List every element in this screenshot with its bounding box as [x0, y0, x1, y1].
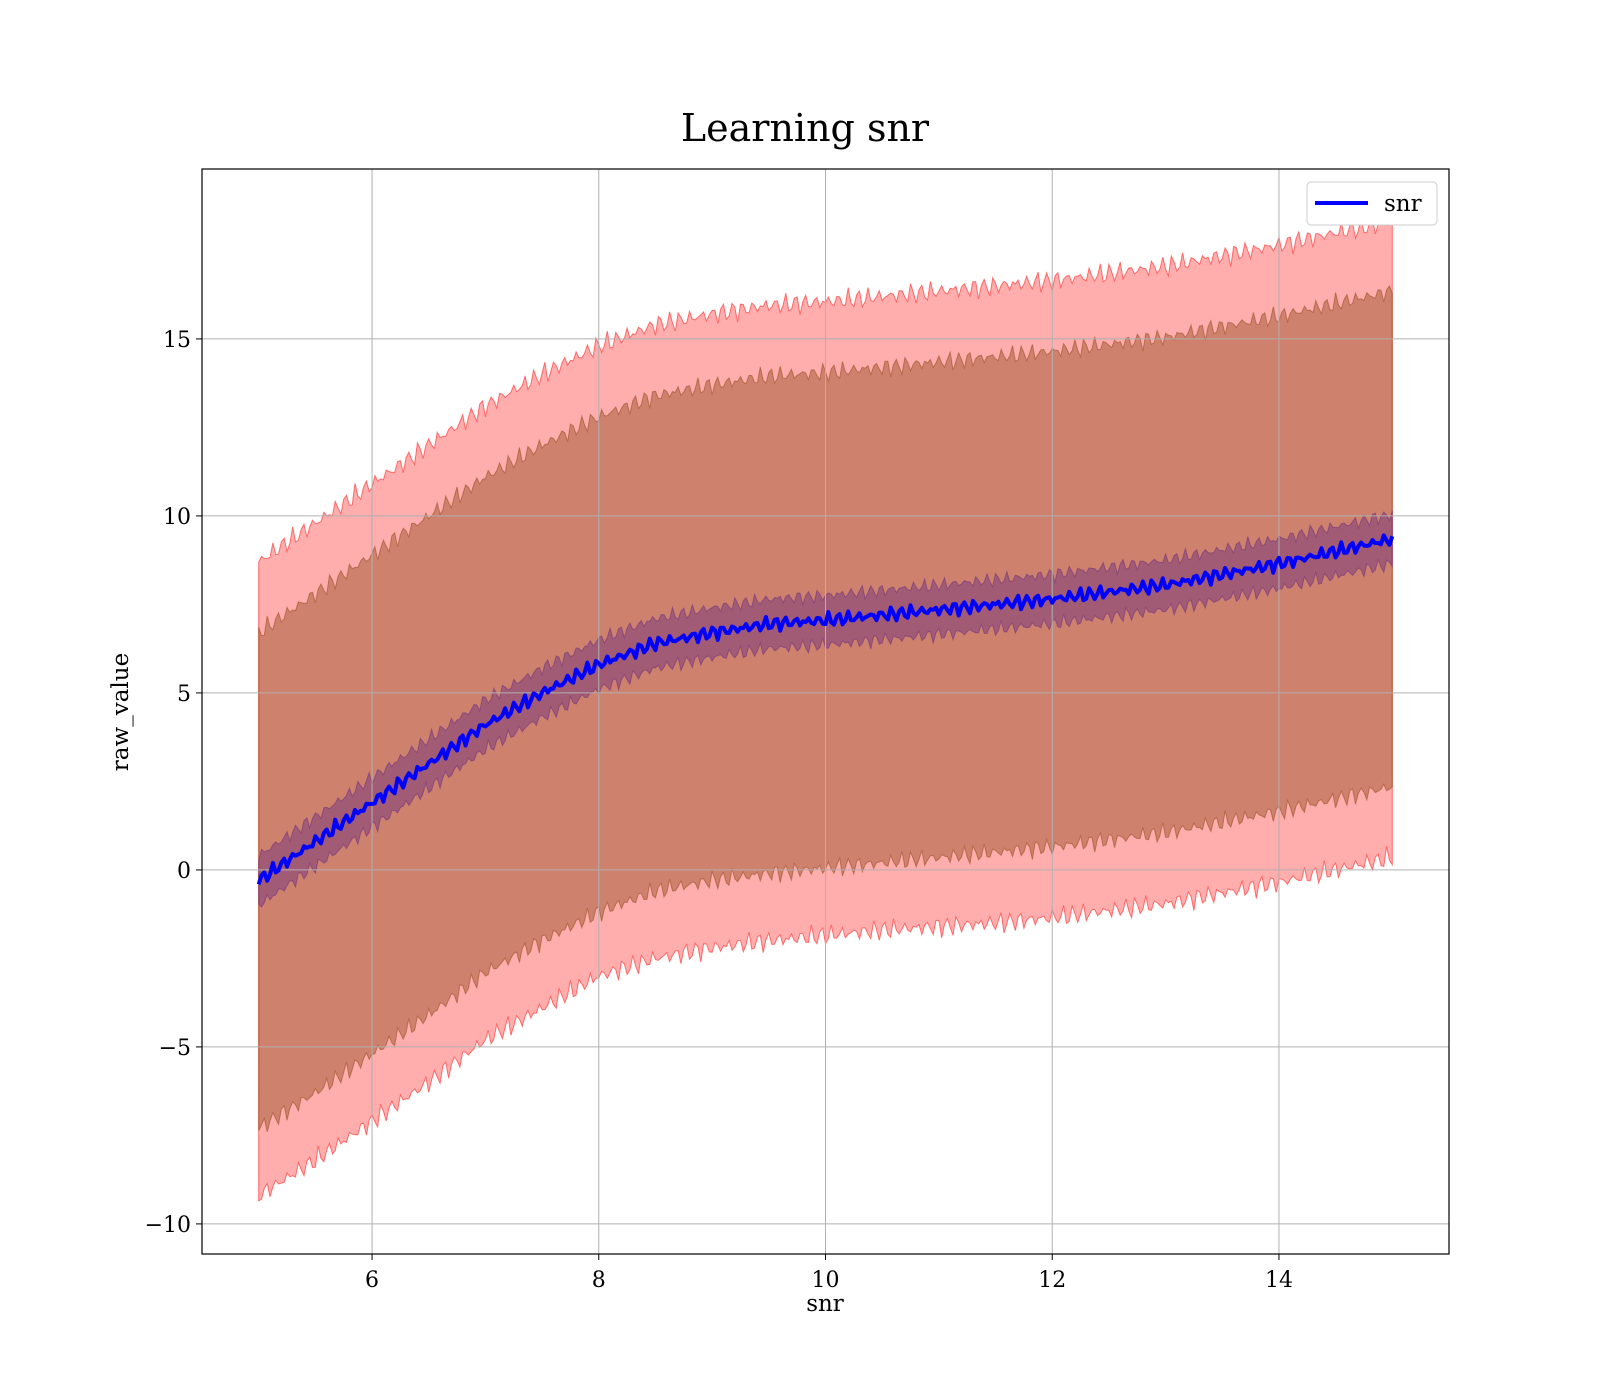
y-axis-ticks: −10 −5 0 5 10 15 — [145, 328, 202, 1238]
x-axis-ticks: 6 8 10 12 14 — [365, 1254, 1293, 1293]
x-tick-label-2: 10 — [812, 1268, 840, 1293]
legend-box — [1306, 181, 1438, 226]
chart-title: Learning snr — [681, 106, 930, 150]
x-tick-label-1: 8 — [592, 1268, 606, 1293]
x-axis-label: snr — [806, 1291, 844, 1317]
y-tick-label-0: −10 — [145, 1213, 191, 1238]
series-line-1 — [256, 533, 1395, 885]
y-tick-label-1: −5 — [159, 1036, 191, 1061]
x-tick-label-0: 6 — [365, 1268, 379, 1293]
y-tick-label-5: 15 — [163, 328, 191, 353]
legend: snr — [1306, 181, 1438, 226]
y-axis-label: raw_value — [108, 653, 134, 771]
y-tick-label-2: 0 — [177, 859, 191, 884]
band-3 — [258, 510, 1393, 908]
x-tick-label-4: 14 — [1265, 1268, 1293, 1293]
y-tick-label-3: 5 — [177, 682, 191, 707]
y-tick-label-4: 10 — [163, 505, 191, 530]
grid — [202, 169, 1449, 1254]
x-tick-label-3: 12 — [1038, 1268, 1066, 1293]
series-lines — [256, 533, 1395, 885]
legend-label: snr — [1384, 191, 1422, 217]
